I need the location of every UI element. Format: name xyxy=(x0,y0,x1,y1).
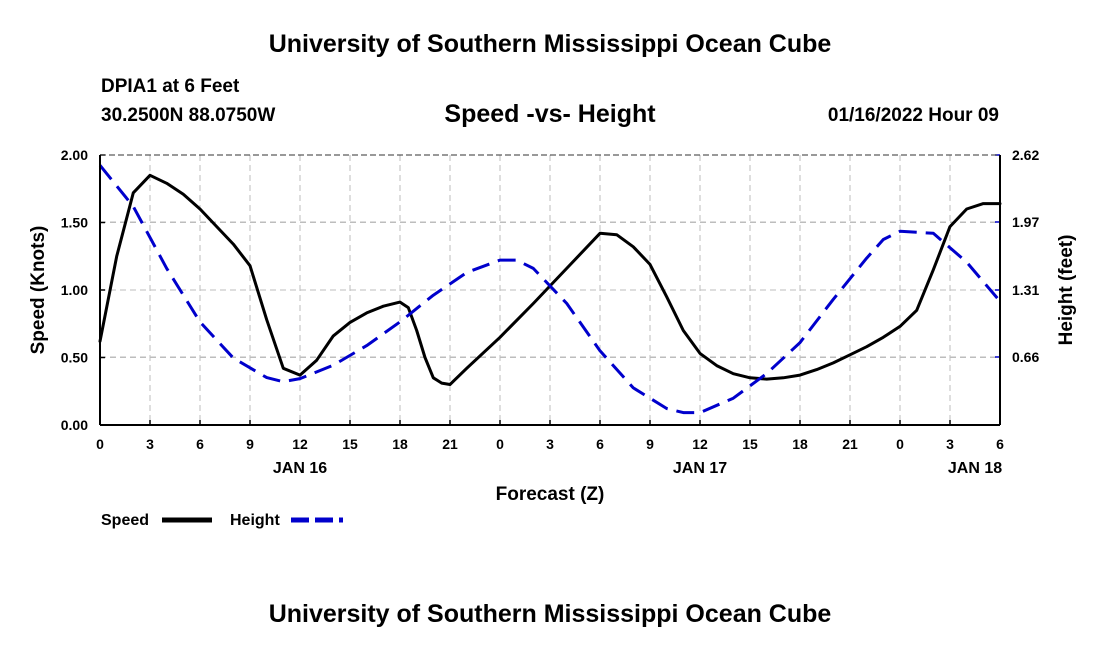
legend-label-height: Height xyxy=(230,512,280,529)
y-tick-label: 1.00 xyxy=(61,282,88,298)
x-tick-label: 6 xyxy=(996,436,1004,452)
x-tick-label: 9 xyxy=(646,436,654,452)
x-tick-label: 21 xyxy=(842,436,858,452)
x-tick-label: 6 xyxy=(196,436,204,452)
y-tick-label: 0.50 xyxy=(61,350,88,366)
y2-axis-title: Height (feet) xyxy=(1056,235,1077,346)
station-coordinates: 30.2500N 88.0750W xyxy=(101,105,276,126)
date-label: JAN 18 xyxy=(948,460,1002,477)
y2-tick-label: 2.62 xyxy=(1012,147,1039,163)
x-tick-label: 3 xyxy=(146,436,154,452)
x-tick-label: 3 xyxy=(946,436,954,452)
x-tick-label: 6 xyxy=(596,436,604,452)
series-line-speed xyxy=(98,173,1002,386)
legend-label-speed: Speed xyxy=(101,512,149,529)
x-tick-label: 3 xyxy=(546,436,554,452)
y2-tick-label: 1.97 xyxy=(1012,214,1039,230)
y-tick-label: 1.50 xyxy=(61,215,88,231)
x-tick-label: 15 xyxy=(342,436,358,452)
y2-tick-label: 1.31 xyxy=(1012,282,1039,298)
x-tick-label: 12 xyxy=(292,436,308,452)
x-tick-label: 9 xyxy=(246,436,254,452)
chart-title: Speed -vs- Height xyxy=(444,100,656,128)
axis-layer xyxy=(99,154,1001,426)
x-tick-label: 0 xyxy=(496,436,504,452)
x-tick-label: 12 xyxy=(692,436,708,452)
label-layer: 0 3 6 9 12 15 18 21 0 3 6 9 12 15 18 21 0 3 6 0.00 0.50 1.00 1… xyxy=(28,147,1077,505)
x-tick-label: 18 xyxy=(392,436,408,452)
x-tick-label: 18 xyxy=(792,436,808,452)
date-label: JAN 17 xyxy=(673,460,727,477)
main-title: University of Southern Mississippi Ocean… xyxy=(268,30,832,58)
date-label: JAN 16 xyxy=(273,460,327,477)
x-tick-label: 0 xyxy=(896,436,904,452)
series-layer xyxy=(98,164,1002,415)
grid-layer xyxy=(100,155,1000,425)
y2-tick-label: 0.66 xyxy=(1012,349,1039,365)
x-tick-label: 15 xyxy=(742,436,758,452)
x-axis-title: Forecast (Z) xyxy=(496,484,605,505)
series-line-height xyxy=(98,164,1002,415)
forecast-date: 01/16/2022 Hour 09 xyxy=(827,105,999,126)
x-tick-label: 21 xyxy=(442,436,458,452)
y-axis-title: Speed (Knots) xyxy=(28,226,49,355)
y-tick-label: 2.00 xyxy=(61,147,88,163)
y-tick-label: 0.00 xyxy=(61,417,88,433)
x-tick-label: 0 xyxy=(96,436,104,452)
legend-layer: Speed Height xyxy=(101,512,343,529)
station-name: DPIA1 at 6 Feet xyxy=(101,76,240,97)
footer-title: University of Southern Mississippi Ocean… xyxy=(268,600,832,628)
